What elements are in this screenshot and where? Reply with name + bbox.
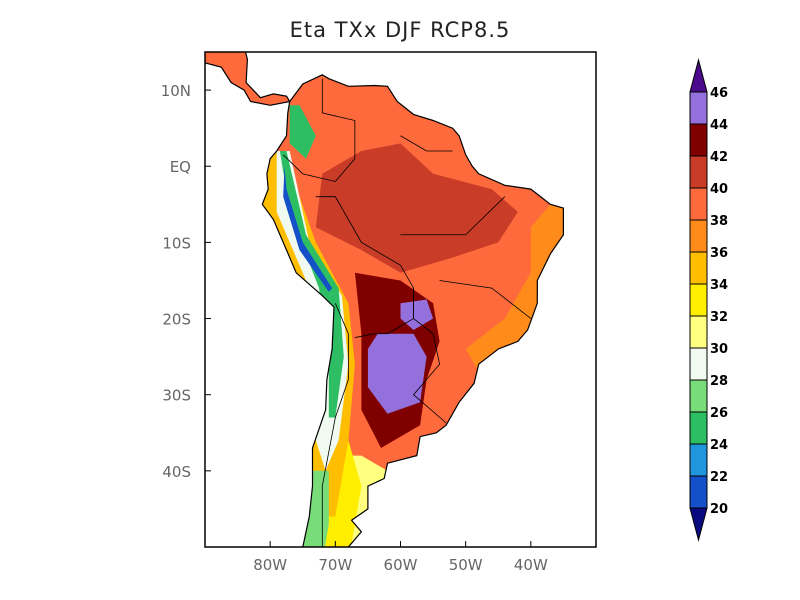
colorbar-label: 44 [710,118,728,133]
colorbar-label: 28 [710,374,728,389]
political-border [321,303,349,547]
political-border [439,280,532,319]
temperature-region-pantanal-44-46 [400,299,434,330]
colorbar-swatch-28 [689,347,708,381]
colorbar-label: 32 [710,310,728,325]
colorbar-swatch-44 [689,91,708,125]
colorbar-label: 42 [710,150,728,165]
colorbar-above-triangle [689,58,708,93]
lon-tick-label: 60W [384,556,418,574]
coastline [261,74,564,547]
colorbar-label: 34 [710,278,728,293]
lon-tick-label: 40W [514,556,548,574]
colorbar-label: 24 [710,438,728,453]
political-border [282,78,356,182]
temperature-region-amazon-40-42 [315,143,518,273]
lat-tick-label: EQ [170,158,191,176]
colorbar-label: 20 [710,502,728,517]
axis-ticks: 80W 70W 60W 50W 40W 10N EQ 10S 20S 30S 40S [161,82,548,574]
colorbar-swatch-20 [689,475,708,509]
lat-tick-label: 20S [162,311,191,329]
political-border [354,333,388,338]
coastline-central-america [205,52,291,106]
colorbar-label: 36 [710,246,728,261]
colorbar-swatch-38 [689,187,708,221]
lat-tick-label: 40S [162,463,191,481]
map-area [205,52,564,547]
lat-tick-label: 10S [162,234,191,252]
colorbar-label: 26 [710,406,728,421]
lat-tick-label: 10N [161,82,191,100]
temperature-region-east-coast-36-38 [465,196,564,372]
colorbar-label: 30 [710,342,728,357]
colorbar-below-triangle [689,507,708,542]
colorbar-swatch-26 [689,379,708,413]
temperature-region-chaco-44-46 [367,333,427,414]
colorbar-label: 38 [710,214,728,229]
lon-tick-label: 70W [318,556,352,574]
political-border [400,196,506,236]
colorbar-label: 46 [710,86,728,101]
lon-tick-label: 80W [253,556,287,574]
colorbar-swatch-30 [689,315,708,349]
colorbar-swatch-40 [689,155,708,189]
colorbar-swatch-22 [689,443,708,477]
colorbar-swatch-24 [689,411,708,445]
colorbar: 20 22 24 26 28 30 32 34 36 38 40 42 44 46 [689,58,728,542]
colorbar-label: 22 [710,470,728,485]
temperature-region-colombia-andes [289,105,316,159]
colorbar-swatch-34 [689,251,708,285]
temperature-region-andes-24-26 [279,151,344,418]
colorbar-label: 40 [710,182,728,197]
colorbar-swatch-32 [689,283,708,317]
political-border [387,288,414,335]
lon-tick-label: 50W [449,556,483,574]
lat-tick-label: 30S [162,387,191,405]
colorbar-swatch-42 [689,123,708,157]
colorbar-swatch-36 [689,219,708,253]
political-border [400,135,453,152]
map-title: Eta TXx DJF RCP8.5 [289,18,511,42]
